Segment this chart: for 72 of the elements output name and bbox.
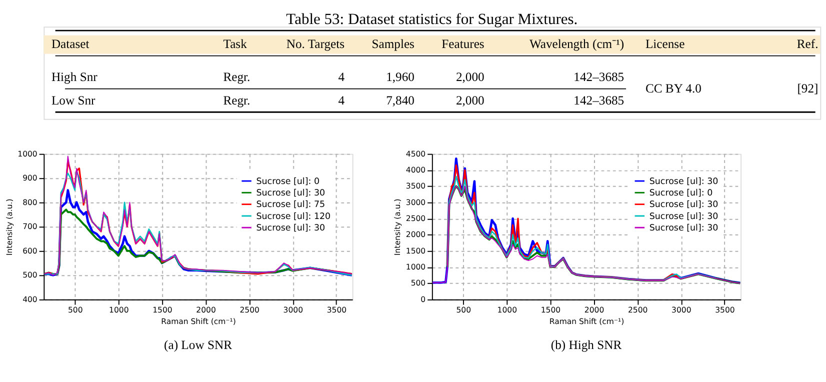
y-tick-label: 400: [22, 294, 38, 304]
legend-label: Sucrose [ul]: 30: [649, 224, 718, 234]
category-label: Ref.: [796, 37, 818, 52]
y-tick-label: 3500: [406, 182, 426, 191]
category-label: Task: [223, 37, 248, 52]
legend-label: Sucrose [ul]: 0: [649, 188, 713, 199]
x-tick-label: 1500: [152, 306, 172, 315]
y-tick-label: 2500: [406, 214, 426, 223]
y-tick-label: 500: [410, 278, 426, 288]
y-axis-title: Intensity (a.u.): [4, 198, 14, 256]
x-axis-title: Raman Shift (cm⁻¹): [161, 317, 236, 326]
legend-label: Sucrose [ul]: 30: [649, 176, 718, 187]
category-label: Features: [442, 37, 484, 52]
y-tick-label: 3000: [406, 198, 426, 207]
x-tick-label: 1000: [497, 306, 518, 315]
text: Regr.: [223, 93, 250, 108]
x-axis-title: Raman Shift (cm⁻¹): [549, 317, 624, 326]
legend-label: Sucrose [ul]: 30: [649, 212, 718, 222]
text: 142–3685: [574, 70, 624, 84]
category-label: Samples: [372, 37, 415, 52]
legend-label: Sucrose [ul]: 30: [649, 200, 718, 210]
y-tick-label: 900: [22, 174, 38, 183]
y-tick-label: 1000: [18, 149, 38, 158]
line-series: [43, 189, 354, 276]
line-series: [431, 158, 742, 284]
text: [92]: [797, 82, 818, 96]
category-label: Wavelength (cm⁻¹): [529, 37, 624, 52]
x-tick-label: 3500: [326, 306, 347, 315]
text: (b) High SNR: [550, 338, 622, 352]
y-tick-label: 700: [22, 222, 38, 232]
y-axis-title: Intensity (a.u.): [393, 198, 402, 256]
x-tick-label: 2500: [240, 306, 260, 315]
text: Table 53: Dataset statistics for Sugar Mixtures.: [286, 10, 578, 28]
text: High Snr: [51, 70, 98, 84]
legend-label: Sucrose [ul]: 75: [256, 200, 326, 210]
text: 4: [338, 70, 346, 84]
y-tick-label: 1000: [406, 262, 426, 272]
x-tick-label: 2500: [628, 306, 648, 315]
y-tick-label: 2000: [406, 230, 426, 240]
text: 142–3685: [574, 93, 624, 108]
text: 2,000: [456, 93, 484, 108]
text: 2,000: [456, 70, 484, 84]
x-tick-label: 500: [68, 306, 83, 315]
legend-label: Sucrose [ul]: 30: [256, 224, 326, 234]
text: 1,960: [386, 70, 414, 84]
text: 7,840: [386, 93, 414, 108]
text: Regr.: [223, 70, 250, 84]
y-tick-label: 600: [22, 246, 38, 256]
category-label: Dataset: [51, 37, 90, 52]
text: CC BY 4.0: [645, 82, 702, 96]
x-tick-label: 3000: [672, 306, 692, 315]
text: (a) Low SNR: [164, 338, 233, 352]
y-tick-label: 0: [420, 294, 426, 304]
x-tick-label: 2000: [584, 306, 604, 315]
y-tick-label: 500: [22, 270, 38, 280]
text: Low Snr: [51, 93, 96, 108]
y-tick-label: 1500: [406, 246, 426, 256]
text: 4: [338, 93, 346, 108]
legend-label: Sucrose [ul]: 30: [256, 188, 326, 199]
x-tick-label: 1000: [109, 306, 129, 315]
x-tick-label: 3000: [283, 306, 304, 315]
y-tick-label: 800: [22, 198, 38, 207]
x-tick-label: 2000: [196, 306, 216, 315]
legend-label: Sucrose [ul]: 0: [256, 176, 320, 187]
legend-label: Sucrose [ul]: 120: [256, 212, 331, 222]
x-tick-label: 1500: [540, 306, 561, 315]
x-tick-label: 500: [456, 306, 472, 315]
y-tick-label: 4000: [406, 165, 426, 174]
category-label: License: [645, 37, 686, 52]
category-label: No. Targets: [286, 37, 345, 52]
y-tick-label: 4500: [406, 149, 426, 158]
x-tick-label: 3500: [715, 306, 735, 315]
